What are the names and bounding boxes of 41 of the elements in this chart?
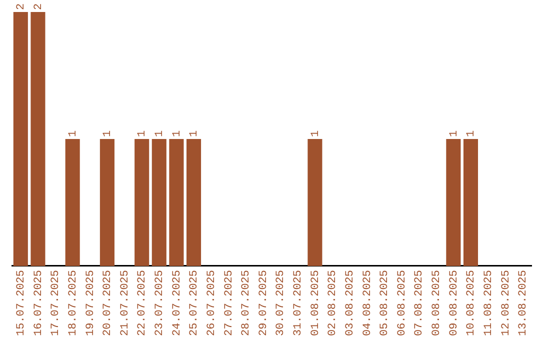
x-tick-label: 18.07.2025 (67, 270, 80, 336)
x-tick-label: 31.07.2025 (292, 270, 305, 336)
data-label: 1 (171, 130, 184, 137)
x-tick-label: 13.08.2025 (518, 270, 530, 336)
x-tick-label: 22.07.2025 (136, 270, 149, 336)
data-label: 2 (32, 3, 45, 10)
x-tick-label: 11.08.2025 (482, 270, 495, 336)
x-tick-label: 25.07.2025 (188, 270, 201, 336)
x-tick-label: 16.07.2025 (32, 270, 45, 336)
x-tick-label: 20.07.2025 (102, 270, 114, 336)
x-tick-label: 01.08.2025 (310, 270, 322, 336)
x-tick-label: 05.08.2025 (379, 270, 392, 336)
x-tick-label: 27.07.2025 (223, 270, 236, 336)
data-label: 1 (310, 130, 322, 137)
x-tick-label: 15.07.2025 (16, 270, 28, 336)
data-label: 1 (466, 130, 478, 137)
x-tick-label: 10.08.2025 (466, 270, 478, 336)
x-tick-label: 19.07.2025 (84, 270, 97, 336)
data-label: 1 (188, 130, 201, 137)
data-label: 1 (67, 130, 80, 137)
x-tick-label: 17.07.2025 (50, 270, 62, 336)
x-tick-label: 03.08.2025 (344, 270, 356, 336)
x-tick-label: 06.08.2025 (396, 270, 408, 336)
x-tick-label: 26.07.2025 (206, 270, 218, 336)
data-label: 2 (16, 3, 28, 10)
x-tick-label: 09.08.2025 (448, 270, 460, 336)
x-tick-label: 28.07.2025 (240, 270, 253, 336)
x-tick-label: 29.07.2025 (258, 270, 270, 336)
data-label: 1 (102, 130, 114, 137)
data-label: 1 (448, 130, 460, 137)
x-tick-label: 04.08.2025 (362, 270, 374, 336)
x-tick-label: 23.07.2025 (154, 270, 166, 336)
x-tick-label: 02.08.2025 (327, 270, 340, 336)
x-tick-label: 12.08.2025 (500, 270, 512, 336)
data-label: 1 (136, 130, 149, 137)
x-tick-label: 07.08.2025 (414, 270, 426, 336)
x-tick-label: 30.07.2025 (275, 270, 288, 336)
x-tick-label: 24.07.2025 (171, 270, 184, 336)
x-tick-label: 21.07.2025 (119, 270, 132, 336)
data-label: 1 (154, 130, 166, 137)
x-tick-label: 08.08.2025 (431, 270, 444, 336)
